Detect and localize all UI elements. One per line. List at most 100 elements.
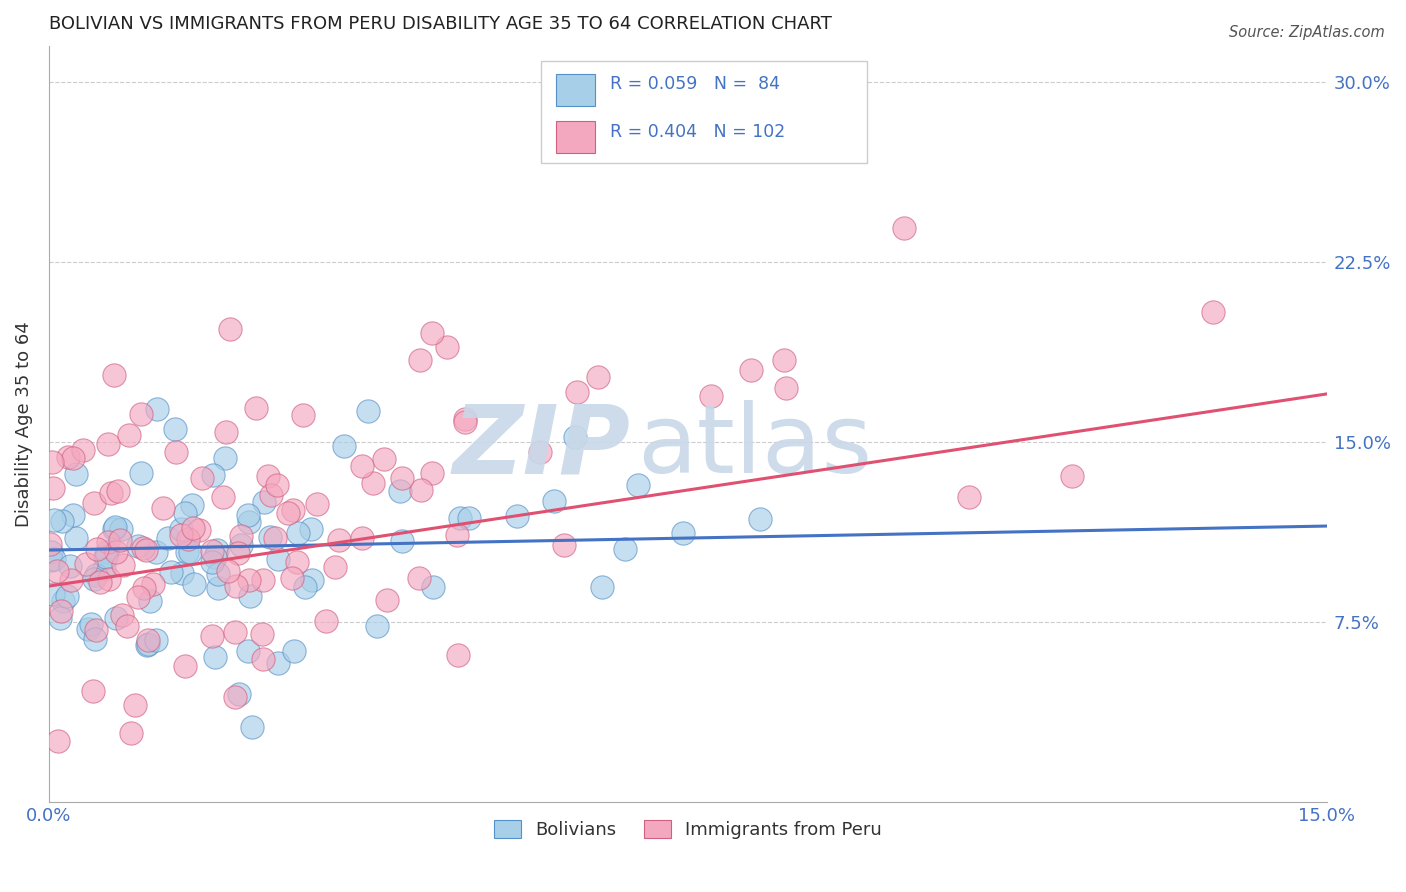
Point [201, 629, 224, 643]
Point [41, 455, 63, 469]
Point [1202, 304, 1225, 318]
Point [170, 523, 193, 537]
Point [211, 490, 233, 504]
Point [207, 581, 229, 595]
Point [283, 644, 305, 658]
Point [82, 684, 104, 698]
Point [132, 582, 155, 596]
FancyBboxPatch shape [541, 61, 866, 163]
Point [773, 353, 796, 368]
Point [42, 552, 65, 566]
Point [179, 545, 201, 559]
Point [135, 542, 157, 557]
Point [156, 531, 179, 545]
Point [170, 528, 193, 542]
Point [564, 430, 586, 444]
Point [181, 520, 204, 534]
Point [127, 590, 149, 604]
Point [323, 560, 346, 574]
Point [226, 546, 249, 560]
Point [588, 370, 610, 384]
Point [174, 507, 197, 521]
Point [375, 592, 398, 607]
Point [120, 726, 142, 740]
Point [107, 483, 129, 498]
Point [176, 545, 198, 559]
Point [39, 553, 62, 567]
Point [49, 610, 72, 624]
Point [131, 541, 153, 556]
Point [187, 524, 209, 538]
Point [39, 544, 62, 558]
Point [252, 574, 274, 588]
Point [111, 607, 134, 622]
Point [51, 514, 73, 528]
Point [543, 493, 565, 508]
Point [458, 510, 481, 524]
Point [229, 538, 252, 552]
Point [103, 522, 125, 536]
Point [446, 528, 468, 542]
Point [165, 445, 187, 459]
Point [238, 515, 260, 529]
Point [112, 558, 135, 572]
Point [775, 381, 797, 395]
Point [42, 513, 65, 527]
Point [893, 221, 915, 235]
Point [72, 442, 94, 457]
Point [529, 444, 551, 458]
Point [281, 503, 304, 517]
Point [204, 650, 226, 665]
Text: ZIP: ZIP [453, 401, 630, 493]
Point [591, 580, 613, 594]
Point [333, 439, 356, 453]
Point [285, 555, 308, 569]
Point [366, 619, 388, 633]
Point [152, 501, 174, 516]
Point [46, 564, 69, 578]
Point [1062, 469, 1084, 483]
Point [301, 574, 323, 588]
Text: atlas: atlas [637, 401, 872, 493]
Point [65, 531, 87, 545]
Point [108, 533, 131, 547]
Point [454, 411, 477, 425]
Point [627, 478, 650, 492]
Point [239, 590, 262, 604]
Point [408, 571, 430, 585]
Point [231, 529, 253, 543]
Point [287, 525, 309, 540]
Point [201, 556, 224, 570]
Point [104, 611, 127, 625]
Point [257, 469, 280, 483]
Point [39, 537, 62, 551]
Point [267, 551, 290, 566]
Point [454, 415, 477, 429]
Point [214, 450, 236, 465]
Point [225, 579, 247, 593]
Point [93, 561, 115, 575]
Point [52, 594, 75, 608]
Point [135, 638, 157, 652]
Point [411, 483, 433, 497]
Point [142, 576, 165, 591]
Point [218, 321, 240, 335]
Point [76, 623, 98, 637]
Text: R = 0.404   N = 102: R = 0.404 N = 102 [610, 123, 785, 141]
Point [266, 478, 288, 492]
Legend: Bolivians, Immigrants from Peru: Bolivians, Immigrants from Peru [486, 813, 889, 847]
Point [94, 549, 117, 564]
Point [224, 624, 246, 639]
Point [565, 384, 588, 399]
Point [173, 658, 195, 673]
Point [59, 573, 82, 587]
Point [281, 571, 304, 585]
Point [214, 425, 236, 440]
Point [277, 506, 299, 520]
FancyBboxPatch shape [557, 121, 595, 153]
Point [65, 467, 87, 482]
Point [191, 471, 214, 485]
Point [177, 533, 200, 547]
Point [145, 544, 167, 558]
Point [205, 543, 228, 558]
